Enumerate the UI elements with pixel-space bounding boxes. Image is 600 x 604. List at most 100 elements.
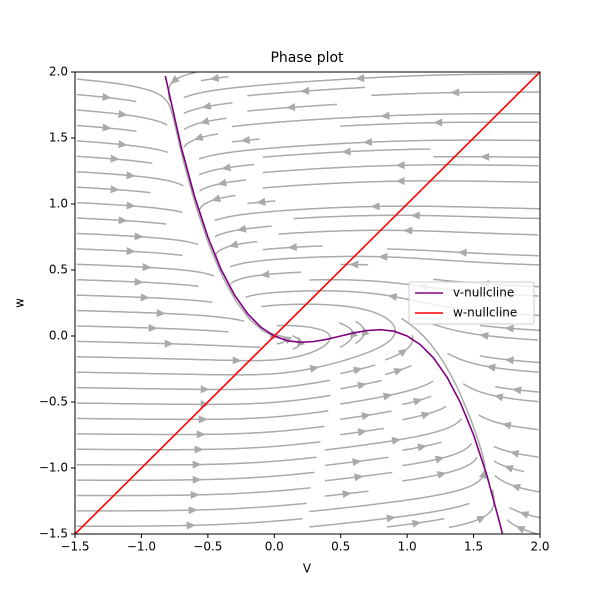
stream-arrow bbox=[514, 522, 526, 533]
streamline bbox=[309, 318, 485, 511]
stream-arrow bbox=[480, 153, 489, 161]
y-axis-label: w bbox=[13, 298, 27, 308]
stream-arrow bbox=[310, 363, 320, 373]
streamline bbox=[77, 79, 276, 336]
y-tick-label: 1.0 bbox=[49, 197, 68, 211]
stream-arrow bbox=[354, 472, 364, 481]
stream-arrow bbox=[512, 385, 522, 394]
stream-arrow bbox=[240, 136, 250, 145]
stream-arrow bbox=[199, 117, 210, 127]
y-tick-label: 0.0 bbox=[49, 329, 68, 343]
stream-arrow bbox=[393, 365, 404, 375]
x-tick-label: −1.0 bbox=[127, 540, 156, 554]
stream-arrow bbox=[457, 248, 466, 256]
stream-arrow bbox=[437, 469, 448, 479]
stream-arrow bbox=[110, 185, 120, 194]
y-tick-label: −1.5 bbox=[39, 527, 68, 541]
stream-arrow bbox=[233, 356, 242, 364]
stream-arrow bbox=[353, 364, 364, 374]
stream-arrow bbox=[210, 194, 221, 204]
stream-arrow bbox=[126, 247, 135, 255]
stream-arrow bbox=[110, 155, 120, 164]
stream-arrow bbox=[433, 119, 442, 127]
stream-arrow bbox=[383, 391, 393, 401]
streamline bbox=[169, 72, 197, 101]
stream-arrow bbox=[126, 171, 136, 180]
stream-arrow bbox=[352, 457, 362, 466]
stream-arrow bbox=[142, 263, 151, 271]
stream-arrow bbox=[134, 232, 144, 241]
stream-arrow bbox=[476, 512, 488, 523]
stream-arrow bbox=[341, 148, 350, 156]
y-tick-label: −0.5 bbox=[39, 395, 68, 409]
y-tick-label: −1.0 bbox=[39, 461, 68, 475]
stream-arrow bbox=[378, 253, 387, 261]
stream-arrow bbox=[193, 133, 204, 143]
stream-arrow bbox=[509, 448, 520, 458]
stream-arrow bbox=[187, 521, 196, 529]
legend-label: v-nullcline bbox=[453, 286, 514, 300]
y-tick-label: 1.5 bbox=[49, 131, 68, 145]
stream-arrow bbox=[201, 385, 210, 393]
x-tick-label: 0.5 bbox=[331, 540, 350, 554]
y-tick-label: 0.5 bbox=[49, 263, 68, 277]
stream-arrow bbox=[355, 74, 364, 82]
stream-arrow bbox=[199, 415, 208, 423]
stream-arrow bbox=[363, 138, 372, 146]
stream-arrow bbox=[260, 270, 270, 279]
stream-arrow bbox=[141, 293, 150, 301]
chart-title: Phase plot bbox=[270, 50, 344, 66]
stream-arrow bbox=[396, 177, 405, 185]
stream-arrow bbox=[503, 462, 514, 472]
x-axis-label: V bbox=[303, 562, 312, 576]
stream-arrow bbox=[191, 491, 200, 499]
x-tick-label: −1.5 bbox=[60, 540, 89, 554]
x-tick-label: 1.5 bbox=[464, 540, 483, 554]
stream-arrow bbox=[193, 476, 202, 484]
stream-arrow bbox=[256, 198, 266, 207]
stream-arrow bbox=[287, 243, 296, 252]
stream-arrow bbox=[518, 508, 529, 518]
stream-arrow bbox=[380, 112, 389, 120]
stream-arrow bbox=[189, 506, 198, 514]
stream-arrow bbox=[413, 395, 424, 405]
stream-arrow bbox=[411, 211, 420, 219]
stream-arrow bbox=[403, 227, 412, 235]
stream-arrow bbox=[504, 356, 514, 365]
streamline bbox=[77, 304, 396, 375]
stream-arrow bbox=[421, 409, 432, 419]
stream-arrow bbox=[479, 331, 489, 340]
x-tick-label: 0.0 bbox=[265, 540, 284, 554]
x-tick-label: −0.5 bbox=[193, 540, 222, 554]
stream-arrow bbox=[193, 461, 202, 469]
stream-arrow bbox=[195, 445, 204, 453]
x-tick-label: 2.0 bbox=[530, 540, 549, 554]
stream-arrow bbox=[300, 87, 310, 96]
stream-arrow bbox=[126, 202, 136, 211]
stream-arrow bbox=[504, 324, 514, 333]
stream-arrow bbox=[510, 481, 521, 491]
streamline bbox=[385, 335, 412, 360]
stream-arrow bbox=[386, 513, 396, 522]
stream-arrow bbox=[102, 124, 112, 133]
legend-label: w-nullcline bbox=[453, 306, 517, 320]
stream-arrow bbox=[342, 489, 352, 498]
stream-arrow bbox=[371, 202, 380, 210]
stream-arrow bbox=[228, 240, 239, 250]
stream-arrow bbox=[450, 89, 459, 97]
stream-arrow bbox=[149, 324, 158, 332]
stream-arrow bbox=[435, 454, 446, 464]
streamline bbox=[309, 503, 469, 527]
stream-arrow bbox=[165, 340, 174, 348]
x-tick-label: 1.0 bbox=[398, 540, 417, 554]
y-tick-label: 2.0 bbox=[49, 65, 68, 79]
stream-arrow bbox=[118, 216, 127, 225]
stream-arrow bbox=[118, 140, 128, 149]
stream-arrow bbox=[286, 103, 296, 112]
stream-arrow bbox=[197, 430, 206, 438]
stream-arrow bbox=[157, 309, 166, 317]
stream-arrow bbox=[135, 278, 144, 286]
stream-arrow bbox=[349, 260, 358, 268]
stream-arrow bbox=[118, 110, 128, 119]
